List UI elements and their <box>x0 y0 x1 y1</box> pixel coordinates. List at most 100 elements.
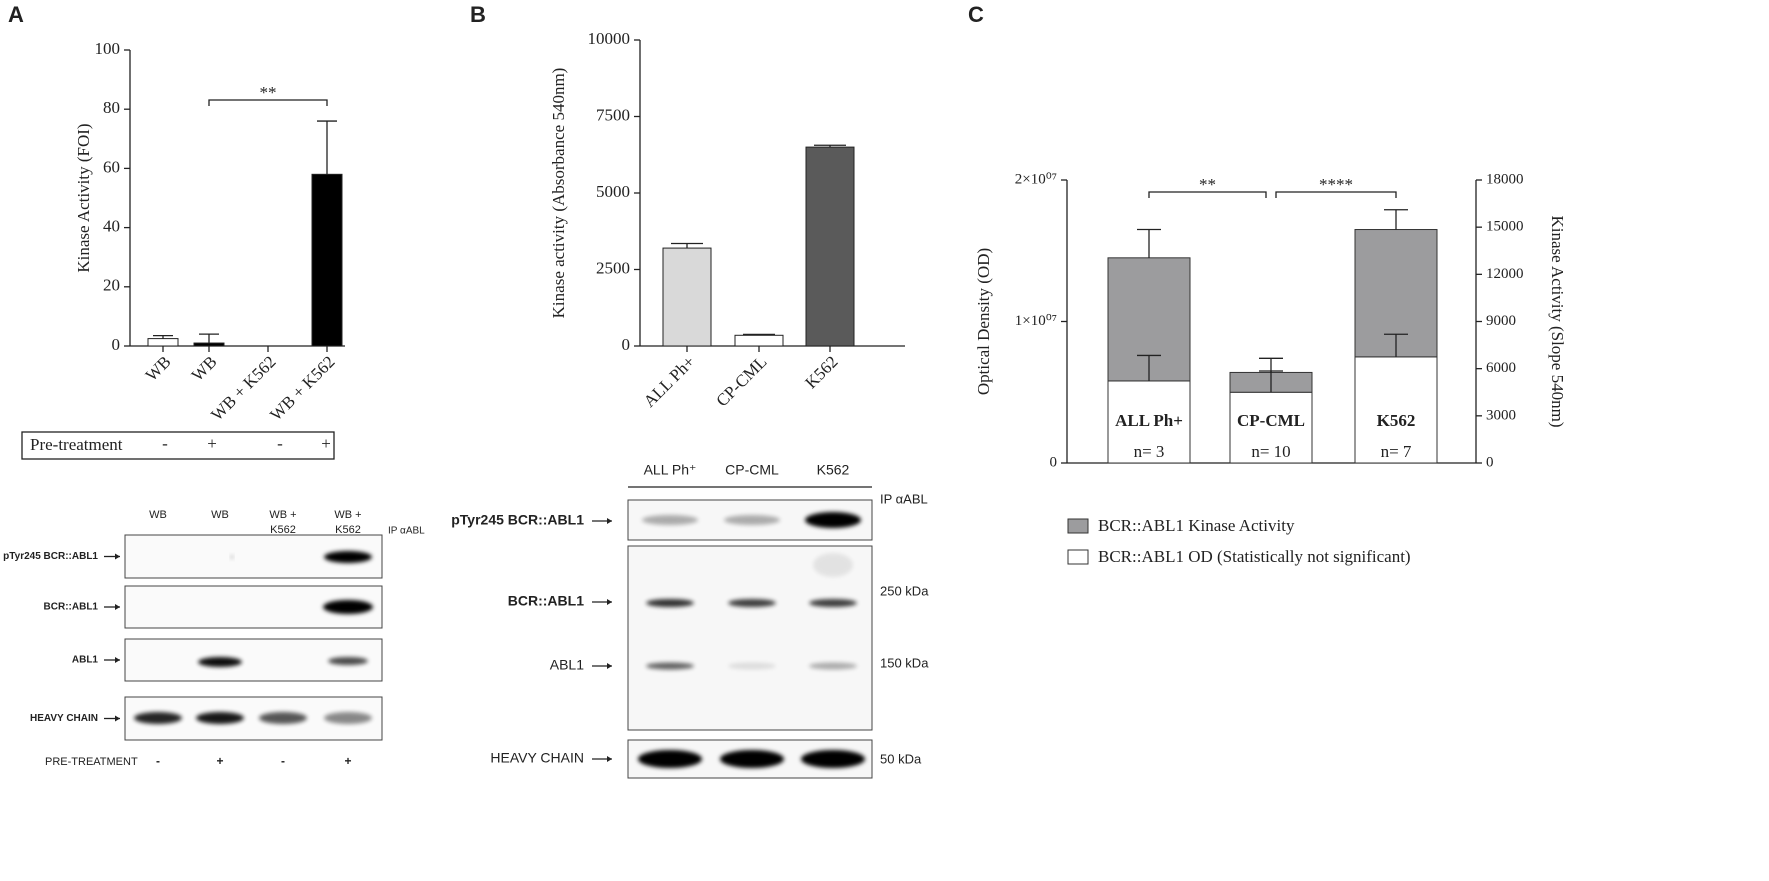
blot-band <box>813 553 853 577</box>
y-tick-label: 1×10⁰⁷ <box>1015 313 1057 329</box>
blot-band <box>324 551 372 563</box>
blot-column-label: WB + <box>269 509 296 521</box>
y-tick-label: 18000 <box>1486 171 1524 187</box>
bar <box>147 338 179 347</box>
bar <box>734 334 784 347</box>
y-tick-label: 10000 <box>588 29 631 48</box>
footer-label: PRE-TREATMENT <box>45 756 138 768</box>
y-tick-label: 0 <box>622 335 631 354</box>
y-tick-label: 9000 <box>1486 313 1516 329</box>
bar <box>662 247 712 347</box>
y-tick-label: 2×10⁰⁷ <box>1015 171 1057 187</box>
sample-size: n= 10 <box>1251 442 1290 461</box>
blot-band <box>805 512 861 528</box>
legend-swatch <box>1067 549 1089 565</box>
bar <box>193 342 225 347</box>
blot-band <box>646 599 694 607</box>
blot-column-label: ALL Ph⁺ <box>644 462 697 478</box>
y-tick-label: 7500 <box>596 105 630 124</box>
x-tick-label: WB <box>142 352 175 385</box>
bar-segment <box>1107 380 1191 464</box>
significance-label: **** <box>1319 175 1353 194</box>
size-marker: 50 kDa <box>880 751 922 766</box>
y2-axis-label: Kinase Activity (Slope 540nm) <box>1548 215 1567 427</box>
pretreatment-box <box>21 431 335 460</box>
x-tick-label: K562 <box>801 352 841 392</box>
blot-column-label: CP-CML <box>725 462 779 478</box>
blot-band <box>646 662 694 670</box>
y-tick-label: 6000 <box>1486 360 1516 376</box>
arrow-head <box>115 657 120 663</box>
blot-row-label: HEAVY CHAIN <box>490 750 584 766</box>
arrow-head <box>607 663 612 669</box>
significance-label: ** <box>260 83 277 102</box>
arrow-head <box>115 553 120 560</box>
blot-band <box>728 662 776 670</box>
blot-band <box>230 555 234 559</box>
panel-label: A <box>8 2 24 27</box>
size-marker: 250 kDa <box>880 583 929 598</box>
blot-column-label: K562 <box>817 462 850 478</box>
category-label: CP-CML <box>1237 411 1305 430</box>
blot-band <box>134 712 182 724</box>
arrow-head <box>115 604 120 610</box>
panel-label: B <box>470 2 486 27</box>
y-axis-label: Optical Density (OD) <box>974 248 993 395</box>
blot-band <box>324 712 372 724</box>
y-axis-label: Kinase Activity (FOI) <box>74 123 93 272</box>
y-tick-label: 0 <box>1050 454 1058 470</box>
blot-band <box>809 599 857 607</box>
bar <box>805 146 855 347</box>
blot-band <box>638 750 702 768</box>
y-tick-label: 2500 <box>596 258 630 277</box>
blot-column-label: WB <box>149 509 167 521</box>
footer-sign: - <box>281 754 285 768</box>
pretreatment-sign: - <box>277 434 283 453</box>
y-tick-label: 0 <box>112 335 121 354</box>
y-tick-label: 40 <box>103 217 120 236</box>
y-tick-label: 0 <box>1486 454 1494 470</box>
panel-label: C <box>968 2 984 27</box>
x-tick-label: WB <box>188 352 221 385</box>
blot-band <box>323 600 373 614</box>
ip-label: IP αABL <box>388 526 425 537</box>
pretreatment-sign: - <box>162 434 168 453</box>
blot-band <box>642 515 698 525</box>
blot-band <box>724 515 780 525</box>
bar <box>311 173 343 347</box>
arrow-head <box>607 599 612 605</box>
legend-swatch <box>1067 518 1089 534</box>
arrow-head <box>607 518 612 524</box>
significance-bracket <box>1275 191 1397 198</box>
blot-band <box>196 712 244 724</box>
x-tick-label: CP-CML <box>712 352 770 410</box>
bar-segment <box>1354 356 1438 464</box>
x-tick-label: ALL Ph+ <box>640 352 699 411</box>
y-tick-label: 15000 <box>1486 219 1524 235</box>
y-tick-label: 12000 <box>1486 266 1524 282</box>
blot-band <box>720 750 784 768</box>
blot-row-label: ABL1 <box>550 657 584 673</box>
category-label: K562 <box>1377 411 1416 430</box>
pretreatment-label: Pre-treatment <box>30 435 123 454</box>
significance-bracket <box>208 99 328 106</box>
significance-bracket <box>1148 191 1267 198</box>
blot-band <box>801 750 865 768</box>
blot-column-label: K562 <box>335 524 361 536</box>
footer-sign: - <box>156 754 160 768</box>
blot-band <box>198 657 242 667</box>
ip-label: IP αABL <box>880 491 928 506</box>
blot-row-label: BCR::ABL1 <box>44 602 99 613</box>
pretreatment-sign: + <box>321 434 331 453</box>
blot-row-label: HEAVY CHAIN <box>30 713 98 724</box>
blot-column-label: WB + <box>334 509 361 521</box>
bar-segment <box>1229 391 1313 464</box>
pretreatment-sign: + <box>207 434 217 453</box>
y-tick-label: 60 <box>103 157 120 176</box>
x-tick-label: WB + K562 <box>266 352 338 424</box>
blot-band <box>809 662 857 670</box>
footer-sign: + <box>344 754 351 768</box>
blot-row-label: BCR::ABL1 <box>508 593 584 609</box>
